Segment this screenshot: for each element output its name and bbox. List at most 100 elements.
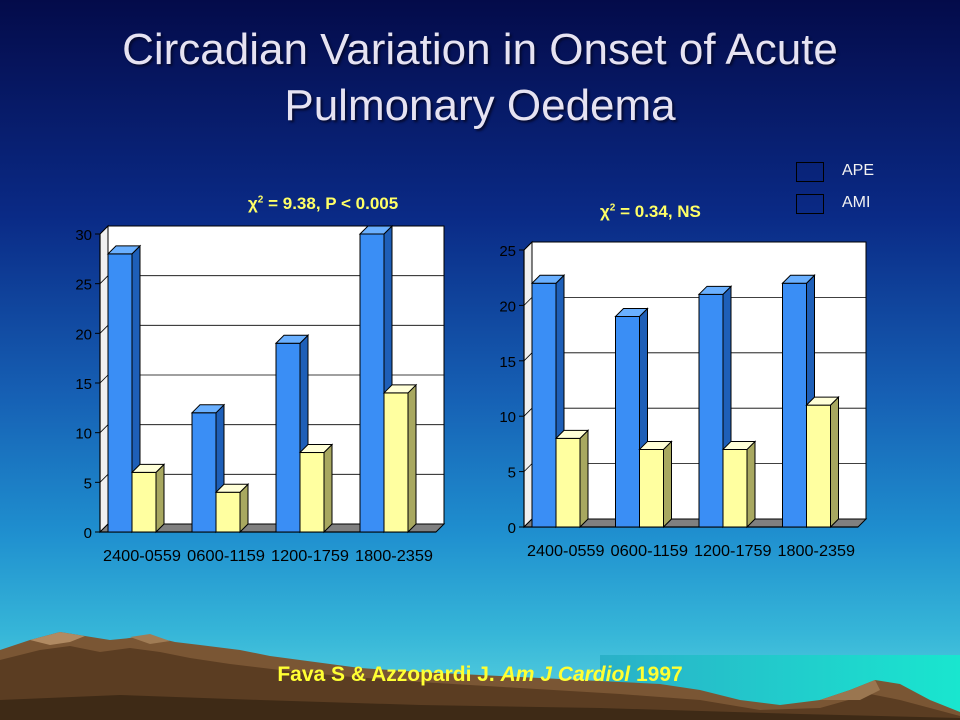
bar-front bbox=[275, 342, 301, 533]
bar-front bbox=[191, 412, 217, 533]
bar-front bbox=[698, 293, 724, 528]
mountain-range bbox=[0, 632, 960, 720]
bar-top bbox=[106, 245, 142, 255]
bar-top bbox=[805, 396, 840, 406]
bar-ami bbox=[382, 383, 418, 534]
bar-top bbox=[382, 384, 418, 394]
bar-front bbox=[639, 448, 664, 528]
chi-exponent: 2 bbox=[609, 202, 616, 214]
gridline-diagonal bbox=[99, 374, 109, 384]
bar-top bbox=[298, 444, 334, 454]
legend-swatch-ami bbox=[796, 194, 824, 214]
x-tick-label: 2400-0559 bbox=[103, 548, 181, 565]
gridline-diagonal bbox=[523, 352, 533, 362]
y-tick-label: 25 bbox=[499, 243, 516, 260]
bar-top bbox=[614, 307, 649, 317]
bar-top bbox=[274, 334, 310, 344]
bar-side bbox=[155, 463, 165, 534]
bar-top bbox=[358, 225, 394, 235]
bar-side bbox=[407, 383, 417, 534]
gridline-diagonal bbox=[99, 325, 109, 334]
bar-side bbox=[746, 440, 756, 529]
bar-ami bbox=[554, 429, 590, 529]
gridline-diagonal bbox=[99, 225, 109, 235]
y-tick-label: 0 bbox=[84, 525, 92, 542]
gridline-diagonal bbox=[523, 297, 533, 306]
bar-top bbox=[214, 483, 250, 493]
chi-square-annotation-left: χ2 = 9.38, P < 0.005 bbox=[248, 194, 398, 214]
bar-top bbox=[721, 440, 757, 450]
chart-left: 0 5 10 15 20 25 30 2400-0559 0600-1159 1200-1759 1… bbox=[75, 224, 446, 565]
x-tick-label: 2400-0559 bbox=[527, 543, 605, 560]
bar-ape bbox=[781, 274, 816, 529]
bar-top bbox=[130, 463, 166, 473]
y-tick-label: 10 bbox=[75, 426, 92, 443]
citation-authors: Fava S & Azzopardi J. bbox=[277, 663, 501, 686]
bar-front bbox=[806, 404, 831, 528]
bar-front bbox=[131, 471, 157, 533]
y-tick-label: 15 bbox=[499, 354, 516, 371]
chi-square-annotation-right: χ2 = 0.34, NS bbox=[600, 202, 701, 222]
gridline-diagonal bbox=[523, 241, 533, 251]
bar-top bbox=[530, 274, 566, 284]
bar-ami bbox=[638, 440, 673, 529]
y-tick-label: 5 bbox=[84, 475, 92, 492]
y-tick-label: 25 bbox=[75, 277, 92, 294]
chi-exponent: 2 bbox=[257, 194, 264, 206]
bar-ami bbox=[805, 395, 840, 529]
citation-journal: Am J Cardiol bbox=[500, 663, 631, 686]
bar-front bbox=[215, 491, 241, 533]
bar-ami bbox=[214, 483, 250, 534]
bar-ami bbox=[721, 440, 757, 529]
gridline-diagonal bbox=[99, 275, 109, 284]
bar-front bbox=[555, 437, 581, 528]
bar-front bbox=[359, 233, 385, 533]
x-tick-label: 1800-2359 bbox=[355, 548, 433, 565]
bar-top bbox=[190, 404, 226, 414]
y-tick-label: 30 bbox=[75, 227, 92, 244]
bar-ami bbox=[298, 443, 334, 534]
bar-front bbox=[299, 452, 325, 533]
x-tick-label: 0600-1159 bbox=[187, 548, 265, 565]
gridline-diagonal bbox=[523, 463, 533, 472]
bar-ape bbox=[358, 224, 394, 534]
bar-ape bbox=[106, 244, 142, 534]
gridline-diagonal bbox=[523, 407, 533, 417]
y-tick-label: 15 bbox=[75, 376, 92, 393]
citation-year: 1997 bbox=[630, 663, 683, 686]
legend-label-ami: AMI bbox=[842, 194, 871, 211]
chi-value-text: = 0.34, NS bbox=[615, 202, 701, 221]
bar-ami bbox=[130, 463, 166, 534]
bar-side bbox=[579, 429, 589, 529]
gridline-diagonal bbox=[99, 424, 109, 433]
y-tick-label: 10 bbox=[499, 409, 516, 426]
chi-symbol: χ bbox=[600, 202, 610, 221]
bar-front bbox=[531, 282, 557, 528]
bar-top bbox=[781, 274, 816, 284]
bar-side bbox=[830, 395, 839, 529]
bar-top bbox=[638, 440, 673, 450]
y-tick-label: 20 bbox=[75, 326, 92, 343]
slide-title: Circadian Variation in Onset of Acute Pu… bbox=[122, 25, 838, 130]
bar-front bbox=[107, 253, 133, 533]
bar-ape bbox=[697, 285, 733, 529]
bar-front bbox=[615, 315, 640, 528]
bar-side bbox=[663, 440, 672, 529]
bar-ape bbox=[274, 334, 310, 534]
bar-front bbox=[722, 448, 748, 528]
x-tick-label: 0600-1159 bbox=[611, 543, 689, 560]
citation: Fava S & Azzopardi J. Am J Cardiol 1997 bbox=[0, 663, 960, 687]
legend-swatch-ape bbox=[796, 162, 824, 182]
chi-symbol: χ bbox=[248, 194, 258, 213]
bar-front bbox=[383, 392, 409, 533]
x-tick-label: 1800-2359 bbox=[778, 543, 856, 560]
bar-front bbox=[782, 282, 807, 528]
bar-top bbox=[554, 429, 590, 439]
x-tick-label: 1200-1759 bbox=[694, 543, 772, 560]
y-tick-label: 5 bbox=[508, 465, 516, 482]
chart-right: 0 5 10 15 20 25 2400-0559 0600-1159 1200-1759 180… bbox=[499, 240, 868, 560]
gridline-diagonal bbox=[99, 474, 109, 483]
y-tick-label: 20 bbox=[499, 298, 516, 315]
x-tick-label: 1200-1759 bbox=[271, 548, 349, 565]
